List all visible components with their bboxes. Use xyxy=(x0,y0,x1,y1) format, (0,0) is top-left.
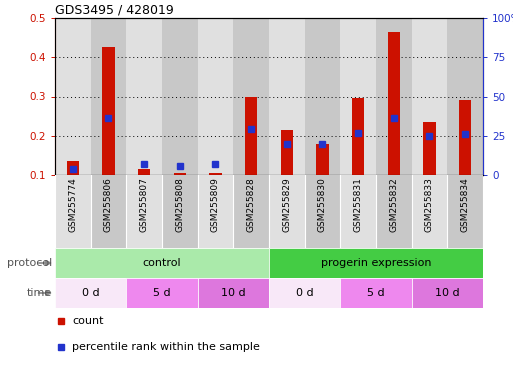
Bar xyxy=(340,18,376,175)
Bar xyxy=(376,175,411,248)
Text: 5 d: 5 d xyxy=(153,288,171,298)
Text: GDS3495 / 428019: GDS3495 / 428019 xyxy=(55,4,174,17)
Text: 0 d: 0 d xyxy=(82,288,100,298)
Bar xyxy=(173,173,186,175)
Bar xyxy=(269,18,305,175)
Text: percentile rank within the sample: percentile rank within the sample xyxy=(72,342,260,352)
Text: GSM255830: GSM255830 xyxy=(318,177,327,232)
Bar xyxy=(126,175,162,248)
Bar xyxy=(91,175,126,248)
Bar xyxy=(209,173,222,175)
Bar xyxy=(269,278,340,308)
Bar xyxy=(411,175,447,248)
Bar xyxy=(91,18,126,175)
Bar xyxy=(411,18,447,175)
Text: count: count xyxy=(72,316,104,326)
Text: GSM255809: GSM255809 xyxy=(211,177,220,232)
Bar xyxy=(198,278,269,308)
Bar xyxy=(102,48,115,175)
Bar xyxy=(376,18,411,175)
Bar xyxy=(198,18,233,175)
Text: control: control xyxy=(143,258,181,268)
Bar xyxy=(138,169,150,175)
Bar xyxy=(245,96,258,175)
Bar xyxy=(269,248,483,278)
Bar xyxy=(67,161,79,175)
Text: 0 d: 0 d xyxy=(296,288,313,298)
Text: GSM255831: GSM255831 xyxy=(353,177,363,232)
Text: GSM255828: GSM255828 xyxy=(247,177,255,232)
Text: GSM255807: GSM255807 xyxy=(140,177,149,232)
Bar xyxy=(162,175,198,248)
Bar xyxy=(388,32,400,175)
Bar xyxy=(55,248,269,278)
Text: GSM255834: GSM255834 xyxy=(461,177,470,232)
Bar xyxy=(352,98,364,175)
Bar xyxy=(233,175,269,248)
Text: 5 d: 5 d xyxy=(367,288,385,298)
Bar xyxy=(340,278,411,308)
Bar xyxy=(340,175,376,248)
Bar xyxy=(447,175,483,248)
Text: GSM255808: GSM255808 xyxy=(175,177,184,232)
Bar xyxy=(126,18,162,175)
Bar xyxy=(281,130,293,175)
Text: GSM255833: GSM255833 xyxy=(425,177,434,232)
Bar xyxy=(198,175,233,248)
Text: GSM255774: GSM255774 xyxy=(68,177,77,232)
Bar xyxy=(126,278,198,308)
Bar xyxy=(411,278,483,308)
Bar xyxy=(233,18,269,175)
Bar xyxy=(305,175,340,248)
Bar xyxy=(269,175,305,248)
Bar xyxy=(55,175,91,248)
Bar xyxy=(459,101,471,175)
Text: 10 d: 10 d xyxy=(435,288,460,298)
Bar xyxy=(305,18,340,175)
Text: GSM255829: GSM255829 xyxy=(282,177,291,232)
Text: GSM255806: GSM255806 xyxy=(104,177,113,232)
Text: 10 d: 10 d xyxy=(221,288,246,298)
Text: progerin expression: progerin expression xyxy=(321,258,431,268)
Bar xyxy=(447,18,483,175)
Bar xyxy=(55,18,91,175)
Bar xyxy=(423,122,436,175)
Bar xyxy=(162,18,198,175)
Text: GSM255832: GSM255832 xyxy=(389,177,398,232)
Bar xyxy=(316,144,329,175)
Text: time: time xyxy=(27,288,52,298)
Bar xyxy=(55,278,126,308)
Text: protocol: protocol xyxy=(7,258,52,268)
